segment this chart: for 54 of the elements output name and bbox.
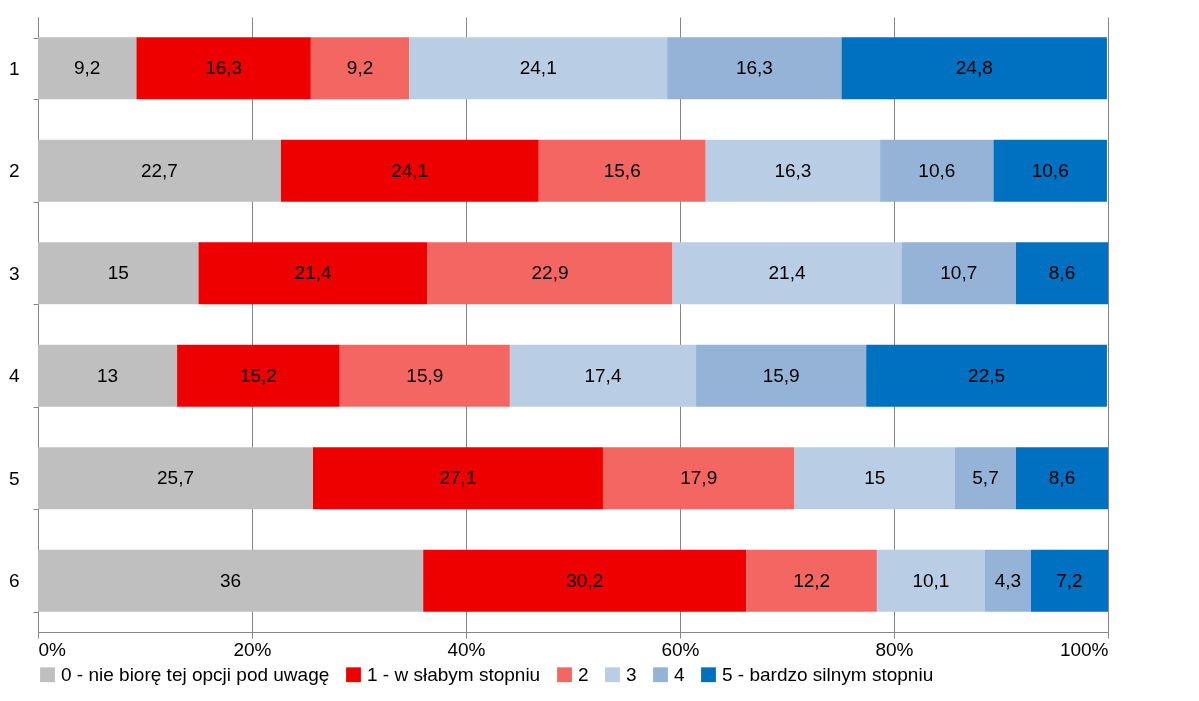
legend-label: 0 - nie biorę tej opcji pod uwagę bbox=[61, 663, 330, 685]
data-label: 22,5 bbox=[968, 364, 1006, 386]
x-tick-label: 0% bbox=[38, 638, 67, 660]
data-label: 7,2 bbox=[1056, 569, 1083, 591]
y-tick-label: 6 bbox=[8, 570, 20, 592]
data-label: 15 bbox=[107, 262, 129, 284]
data-label: 21,4 bbox=[768, 262, 806, 284]
data-label: 15,6 bbox=[603, 159, 641, 181]
y-tick-label: 4 bbox=[8, 365, 20, 387]
data-label: 5,7 bbox=[972, 467, 999, 489]
x-tick-label: 20% bbox=[233, 638, 272, 660]
data-label: 15,2 bbox=[239, 364, 277, 386]
legend-label: 5 - bardzo silnym stopniu bbox=[722, 663, 934, 685]
y-tick-label: 2 bbox=[8, 160, 20, 182]
y-tick-label: 1 bbox=[8, 57, 20, 79]
x-tick-label: 100% bbox=[1059, 638, 1109, 660]
data-label: 9,2 bbox=[346, 57, 374, 79]
data-label: 21,4 bbox=[294, 262, 332, 284]
legend-label: 2 bbox=[578, 663, 589, 685]
data-label: 24,8 bbox=[955, 57, 993, 79]
data-label: 16,3 bbox=[735, 57, 773, 79]
legend-label: 4 bbox=[674, 663, 685, 685]
data-label: 27,1 bbox=[439, 467, 477, 489]
data-label: 15,9 bbox=[406, 364, 444, 386]
data-label: 9,2 bbox=[74, 57, 101, 79]
data-label: 10,6 bbox=[1031, 159, 1069, 181]
data-label: 24,1 bbox=[519, 57, 557, 79]
data-label: 12,2 bbox=[793, 569, 831, 591]
data-label: 8,6 bbox=[1048, 262, 1076, 284]
data-label: 15,9 bbox=[762, 364, 800, 386]
data-label: 22,7 bbox=[140, 159, 178, 181]
data-label: 22,9 bbox=[531, 262, 569, 284]
x-tick-label: 60% bbox=[661, 638, 700, 660]
data-label: 30,2 bbox=[566, 569, 604, 591]
data-label: 10,7 bbox=[940, 262, 978, 284]
data-label: 16,3 bbox=[774, 159, 812, 181]
data-label: 4,3 bbox=[994, 569, 1022, 591]
data-label: 17,9 bbox=[680, 467, 718, 489]
data-label: 17,4 bbox=[584, 364, 622, 386]
data-label: 36 bbox=[220, 569, 242, 591]
y-tick-label: 3 bbox=[8, 262, 20, 284]
data-label: 24,1 bbox=[391, 159, 429, 181]
data-label: 10,1 bbox=[912, 569, 950, 591]
data-label: 15 bbox=[864, 467, 886, 489]
data-label: 8,6 bbox=[1048, 467, 1076, 489]
data-label: 16,3 bbox=[205, 57, 243, 79]
data-label: 13 bbox=[96, 364, 119, 386]
x-tick-label: 80% bbox=[875, 638, 914, 660]
legend-label: 1 - w słabym stopniu bbox=[367, 663, 541, 685]
data-label: 25,7 bbox=[157, 467, 194, 489]
y-tick-label: 5 bbox=[8, 467, 20, 489]
legend-label: 3 bbox=[626, 663, 637, 685]
x-tick-label: 40% bbox=[447, 638, 486, 660]
data-label: 10,6 bbox=[918, 159, 956, 181]
